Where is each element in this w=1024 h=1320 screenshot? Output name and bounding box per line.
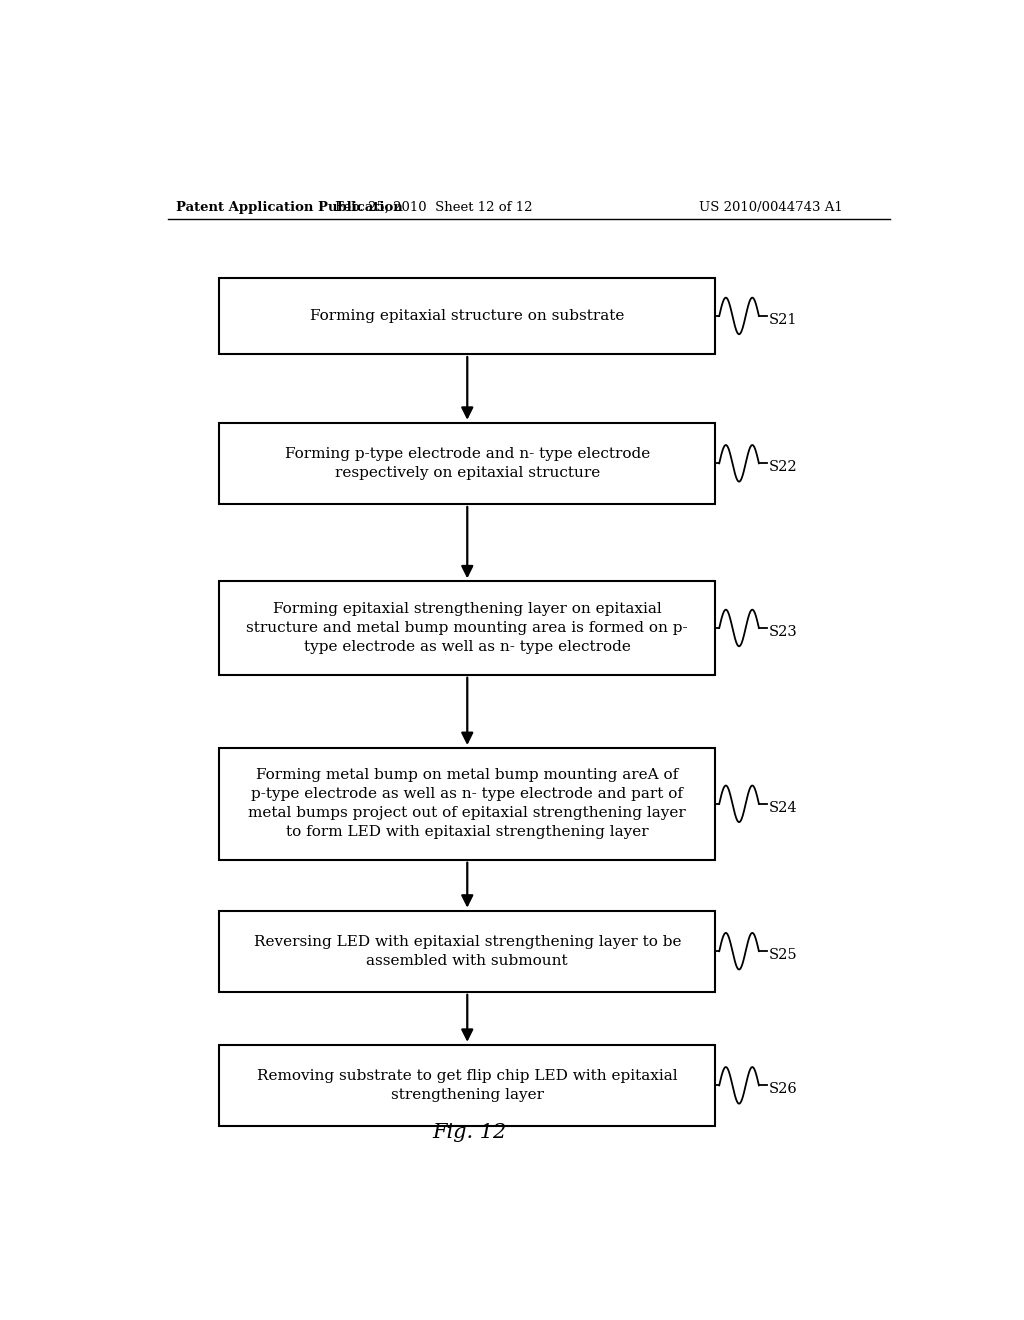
Text: Forming p-type electrode and n- type electrode
respectively on epitaxial structu: Forming p-type electrode and n- type ele… <box>285 447 650 479</box>
Text: Reversing LED with epitaxial strengthening layer to be
assembled with submount: Reversing LED with epitaxial strengtheni… <box>254 935 681 968</box>
Text: Forming metal bump on metal bump mounting areA of
p-type electrode as well as n-: Forming metal bump on metal bump mountin… <box>249 768 686 840</box>
Text: Patent Application Publication: Patent Application Publication <box>176 201 402 214</box>
Bar <box>219 277 715 354</box>
Text: S22: S22 <box>768 461 797 474</box>
Text: S21: S21 <box>768 313 797 327</box>
Bar <box>219 911 715 991</box>
Text: US 2010/0044743 A1: US 2010/0044743 A1 <box>699 201 843 214</box>
Text: Forming epitaxial structure on substrate: Forming epitaxial structure on substrate <box>310 309 625 323</box>
Text: Fig. 12: Fig. 12 <box>432 1123 507 1142</box>
Bar <box>219 422 715 504</box>
Bar <box>219 1044 715 1126</box>
Text: Forming epitaxial strengthening layer on epitaxial
structure and metal bump moun: Forming epitaxial strengthening layer on… <box>247 602 688 653</box>
Text: S26: S26 <box>768 1082 798 1097</box>
Text: Removing substrate to get flip chip LED with epitaxial
strengthening layer: Removing substrate to get flip chip LED … <box>257 1069 678 1102</box>
Text: S24: S24 <box>768 801 797 814</box>
Text: S25: S25 <box>768 948 797 962</box>
Bar <box>219 581 715 675</box>
Text: S23: S23 <box>768 626 798 639</box>
Text: Feb. 25, 2010  Sheet 12 of 12: Feb. 25, 2010 Sheet 12 of 12 <box>335 201 532 214</box>
Bar <box>219 748 715 859</box>
